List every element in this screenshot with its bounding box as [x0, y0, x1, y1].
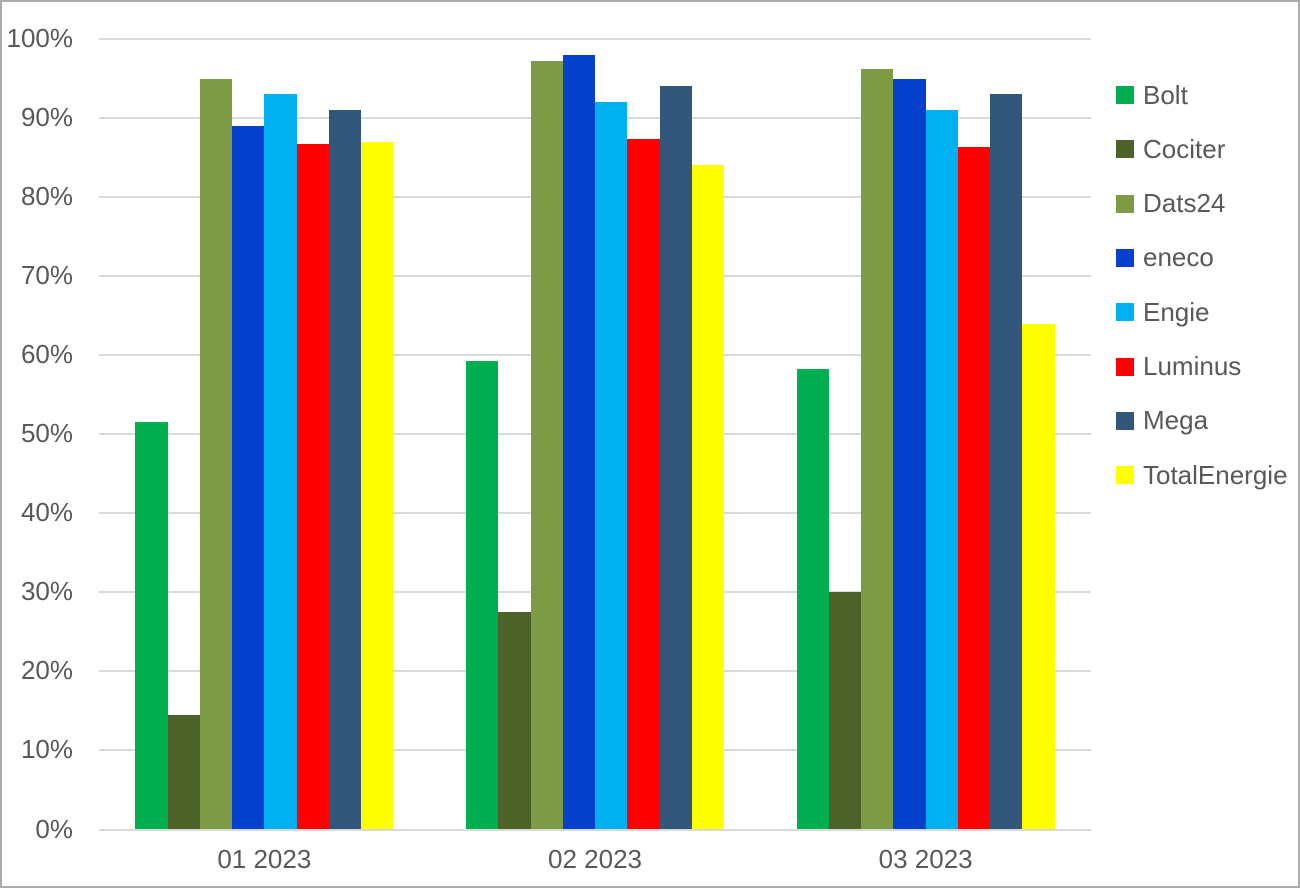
bar-eneco-01-2023 [232, 125, 265, 830]
bar-luminus-01-2023 [296, 144, 329, 830]
bar-cociter-01-2023 [167, 714, 200, 830]
legend-swatch-engie-icon [1116, 303, 1134, 322]
legend-swatch-bolt-icon [1116, 86, 1134, 104]
bar-totalenergie-03-2023 [1022, 323, 1055, 830]
x-axis-tick-label-1: 01 2023 [217, 844, 312, 874]
y-axis-tick-label-70: 70% [20, 260, 73, 291]
bar-dats24-01-2023 [199, 78, 233, 830]
bar-bolt-02-2023 [466, 360, 499, 830]
y-axis-tick-label-90: 90% [20, 102, 73, 133]
legend-item-engie: Engie [1116, 297, 1210, 327]
legend-label-totalenergie: TotalEnergie [1143, 459, 1288, 490]
legend-swatch-cociter-icon [1116, 140, 1134, 159]
bar-dats24-03-2023 [861, 69, 894, 830]
legend-item-mega: Mega [1116, 405, 1209, 436]
y-axis-tick-label-20: 20% [20, 655, 73, 686]
x-axis-tick-label-2: 02 2023 [548, 844, 642, 874]
legend-label-eneco: eneco [1143, 242, 1214, 273]
legend-label-bolt: Bolt [1143, 79, 1188, 110]
legend-swatch-dats24-icon [1116, 194, 1134, 213]
y-axis-tick-label-0: 0% [35, 813, 73, 844]
legend-item-cociter: Cociter [1116, 134, 1225, 164]
gridline-100 [99, 38, 1091, 40]
bar-mega-02-2023 [659, 86, 692, 830]
y-axis-tick-label-80: 80% [20, 181, 73, 212]
bar-mega-01-2023 [328, 110, 362, 830]
y-axis-tick-label-60: 60% [20, 339, 73, 370]
bar-cociter-03-2023 [828, 592, 862, 830]
legend-item-luminus: Luminus [1116, 351, 1242, 382]
bar-engie-02-2023 [595, 102, 628, 830]
y-axis-tick-label-100: 100% [6, 23, 74, 53]
bar-eneco-02-2023 [562, 54, 595, 830]
legend-label-luminus: Luminus [1143, 351, 1242, 381]
y-axis-tick-label-30: 30% [20, 576, 73, 607]
bar-eneco-03-2023 [893, 78, 926, 830]
y-axis-tick-label-40: 40% [20, 497, 73, 528]
bar-cociter-02-2023 [498, 612, 531, 830]
legend-swatch-mega-icon [1116, 411, 1134, 430]
legend-swatch-eneco-icon [1116, 248, 1134, 267]
y-axis-tick-label-10: 10% [20, 734, 73, 765]
legend-item-totalenergie: TotalEnergie [1116, 460, 1288, 490]
bar-engie-01-2023 [264, 94, 297, 830]
bar-engie-03-2023 [925, 110, 958, 830]
legend-swatch-totalenergie-icon [1116, 466, 1134, 485]
bar-bolt-01-2023 [135, 422, 168, 830]
bar-mega-03-2023 [990, 94, 1023, 830]
legend-label-mega: Mega [1143, 405, 1209, 436]
bar-bolt-03-2023 [796, 369, 829, 830]
bar-luminus-02-2023 [627, 138, 660, 830]
legend-item-eneco: eneco [1116, 242, 1214, 273]
legend-item-bolt: Bolt [1116, 80, 1188, 110]
gridline-0 [99, 828, 1091, 831]
bar-luminus-03-2023 [957, 147, 991, 830]
x-axis-tick-label-3: 03 2023 [878, 844, 973, 874]
legend-swatch-luminus-icon [1116, 357, 1134, 376]
bar-totalenergie-02-2023 [691, 165, 724, 830]
bar-dats24-02-2023 [530, 61, 563, 830]
y-axis-tick-label-50: 50% [20, 418, 73, 449]
bar-totalenergie-01-2023 [361, 141, 394, 830]
legend-label-engie: Engie [1143, 296, 1210, 327]
legend-label-dats24: Dats24 [1143, 188, 1226, 219]
legend-item-dats24: Dats24 [1116, 188, 1226, 219]
legend-label-cociter: Cociter [1143, 133, 1226, 164]
